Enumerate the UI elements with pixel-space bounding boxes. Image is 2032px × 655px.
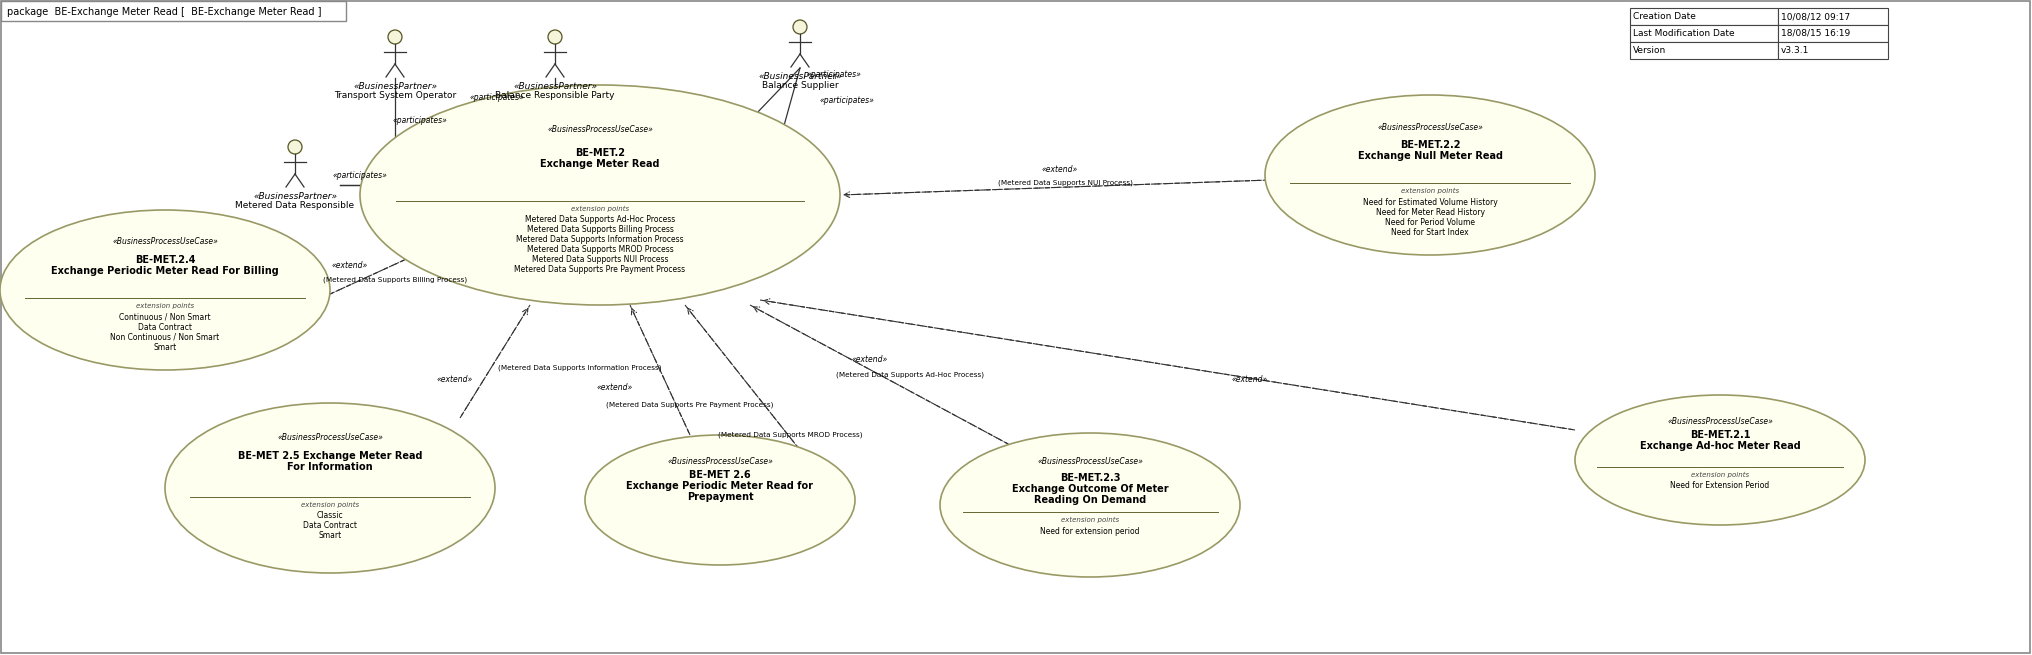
- Text: Metered Data Supports Billing Process: Metered Data Supports Billing Process: [526, 225, 673, 234]
- Text: «BusinessPartner»: «BusinessPartner»: [758, 72, 841, 81]
- Text: «BusinessProcessUseCase»: «BusinessProcessUseCase»: [547, 124, 652, 134]
- Text: (Metered Data Supports MROD Process): (Metered Data Supports MROD Process): [717, 432, 862, 438]
- Text: v3.3.1: v3.3.1: [1780, 46, 1808, 55]
- Text: Balance Responsible Party: Balance Responsible Party: [496, 91, 616, 100]
- Text: Exchange Periodic Meter Read for: Exchange Periodic Meter Read for: [626, 481, 813, 491]
- Circle shape: [792, 20, 807, 34]
- Text: (Metered Data Supports Information Process): (Metered Data Supports Information Proce…: [498, 365, 662, 371]
- Text: Exchange Ad-hoc Meter Read: Exchange Ad-hoc Meter Read: [1640, 441, 1800, 451]
- Text: «BusinessProcessUseCase»: «BusinessProcessUseCase»: [1666, 417, 1774, 426]
- Text: «BusinessPartner»: «BusinessPartner»: [254, 192, 337, 201]
- Text: «BusinessProcessUseCase»: «BusinessProcessUseCase»: [1378, 122, 1483, 132]
- Text: Need for Extension Period: Need for Extension Period: [1670, 481, 1770, 491]
- Text: Metered Data Supports MROD Process: Metered Data Supports MROD Process: [526, 246, 673, 255]
- Text: «participates»: «participates»: [807, 70, 862, 79]
- Text: extension points: extension points: [136, 303, 195, 309]
- Text: Data Contract: Data Contract: [303, 521, 358, 531]
- Text: Need for Start Index: Need for Start Index: [1392, 228, 1469, 237]
- Text: Smart: Smart: [152, 343, 177, 352]
- FancyBboxPatch shape: [1778, 42, 1888, 59]
- Text: package  BE-Exchange Meter Read [  BE-Exchange Meter Read ]: package BE-Exchange Meter Read [ BE-Exch…: [6, 7, 321, 17]
- Text: Smart: Smart: [319, 531, 341, 540]
- Text: «BusinessProcessUseCase»: «BusinessProcessUseCase»: [276, 432, 382, 441]
- Text: Continuous / Non Smart: Continuous / Non Smart: [120, 313, 211, 322]
- Text: Classic: Classic: [317, 512, 343, 521]
- Circle shape: [549, 30, 563, 44]
- Text: extension points: extension points: [571, 206, 630, 212]
- Text: Metered Data Supports NUI Process: Metered Data Supports NUI Process: [532, 255, 669, 265]
- Text: BE-MET.2.1: BE-MET.2.1: [1691, 430, 1750, 440]
- Text: Last Modification Date: Last Modification Date: [1634, 29, 1735, 38]
- Text: (Metered Data Supports Billing Process): (Metered Data Supports Billing Process): [323, 277, 467, 283]
- Text: Reading On Demand: Reading On Demand: [1034, 495, 1146, 504]
- Ellipse shape: [1266, 95, 1595, 255]
- Text: «extend»: «extend»: [1231, 375, 1268, 384]
- FancyBboxPatch shape: [1778, 8, 1888, 25]
- FancyBboxPatch shape: [1630, 8, 1778, 25]
- Text: «participates»: «participates»: [821, 96, 876, 105]
- Text: Balance Supplier: Balance Supplier: [762, 81, 839, 90]
- Text: «extend»: «extend»: [331, 261, 368, 269]
- FancyBboxPatch shape: [1778, 25, 1888, 42]
- FancyBboxPatch shape: [0, 1, 345, 21]
- Text: extension points: extension points: [1400, 188, 1459, 194]
- Text: BE-MET 2.5 Exchange Meter Read: BE-MET 2.5 Exchange Meter Read: [238, 451, 423, 460]
- Text: «BusinessPartner»: «BusinessPartner»: [512, 82, 597, 91]
- Ellipse shape: [941, 433, 1240, 577]
- Ellipse shape: [1575, 395, 1865, 525]
- Text: Creation Date: Creation Date: [1634, 12, 1697, 21]
- Text: BE-MET 2.6: BE-MET 2.6: [689, 470, 750, 480]
- Text: «BusinessProcessUseCase»: «BusinessProcessUseCase»: [666, 457, 772, 466]
- Text: BE-MET.2.4: BE-MET.2.4: [134, 255, 195, 265]
- Text: «BusinessProcessUseCase»: «BusinessProcessUseCase»: [112, 238, 217, 246]
- Text: BE-MET.2.2: BE-MET.2.2: [1400, 140, 1461, 149]
- Text: «extend»: «extend»: [597, 383, 634, 392]
- Circle shape: [388, 30, 402, 44]
- Text: «BusinessProcessUseCase»: «BusinessProcessUseCase»: [1036, 457, 1142, 466]
- Text: Exchange Null Meter Read: Exchange Null Meter Read: [1357, 151, 1502, 160]
- FancyBboxPatch shape: [1630, 42, 1778, 59]
- Ellipse shape: [585, 435, 855, 565]
- Ellipse shape: [165, 403, 496, 573]
- Text: extension points: extension points: [1061, 517, 1120, 523]
- Text: extension points: extension points: [1691, 472, 1750, 477]
- Text: Need for Estimated Volume History: Need for Estimated Volume History: [1363, 198, 1498, 207]
- Text: (Metered Data Supports NUI Process): (Metered Data Supports NUI Process): [998, 179, 1132, 186]
- Text: Metered Data Supports Information Process: Metered Data Supports Information Proces…: [516, 236, 685, 244]
- Text: 10/08/12 09:17: 10/08/12 09:17: [1780, 12, 1849, 21]
- Text: «extend»: «extend»: [1042, 166, 1079, 174]
- Text: Exchange Periodic Meter Read For Billing: Exchange Periodic Meter Read For Billing: [51, 265, 278, 276]
- Text: Transport System Operator: Transport System Operator: [333, 91, 455, 100]
- Circle shape: [289, 140, 303, 154]
- Text: Version: Version: [1634, 46, 1666, 55]
- Text: «participates»: «participates»: [333, 171, 388, 180]
- Text: extension points: extension points: [301, 502, 360, 508]
- Text: Metered Data Supports Ad-Hoc Process: Metered Data Supports Ad-Hoc Process: [524, 215, 675, 225]
- Text: (Metered Data Supports Ad-Hoc Process): (Metered Data Supports Ad-Hoc Process): [835, 372, 983, 378]
- Text: For Information: For Information: [287, 462, 372, 472]
- Text: «extend»: «extend»: [437, 375, 473, 384]
- Ellipse shape: [0, 210, 329, 370]
- Text: BE-MET.2: BE-MET.2: [575, 148, 626, 159]
- Text: Non Continuous / Non Smart: Non Continuous / Non Smart: [110, 333, 219, 342]
- Text: «extend»: «extend»: [851, 356, 888, 364]
- Text: «participates»: «participates»: [469, 93, 524, 102]
- Text: «participates»: «participates»: [392, 116, 447, 125]
- FancyBboxPatch shape: [1630, 25, 1778, 42]
- Text: Need for Period Volume: Need for Period Volume: [1386, 218, 1475, 227]
- Text: Exchange Outcome Of Meter: Exchange Outcome Of Meter: [1012, 483, 1168, 494]
- Text: BE-MET.2.3: BE-MET.2.3: [1061, 473, 1120, 483]
- Text: 18/08/15 16:19: 18/08/15 16:19: [1780, 29, 1851, 38]
- Text: Data Contract: Data Contract: [138, 323, 191, 332]
- Text: Exchange Meter Read: Exchange Meter Read: [541, 159, 660, 169]
- Text: «BusinessPartner»: «BusinessPartner»: [354, 82, 437, 91]
- Text: Prepayment: Prepayment: [687, 493, 754, 502]
- Text: (Metered Data Supports Pre Payment Process): (Metered Data Supports Pre Payment Proce…: [606, 402, 774, 408]
- Text: Need for extension period: Need for extension period: [1040, 527, 1140, 536]
- Ellipse shape: [360, 85, 839, 305]
- Text: Metered Data Supports Pre Payment Process: Metered Data Supports Pre Payment Proces…: [514, 265, 685, 274]
- Text: Need for Meter Read History: Need for Meter Read History: [1376, 208, 1485, 217]
- Text: Metered Data Responsible: Metered Data Responsible: [236, 201, 354, 210]
